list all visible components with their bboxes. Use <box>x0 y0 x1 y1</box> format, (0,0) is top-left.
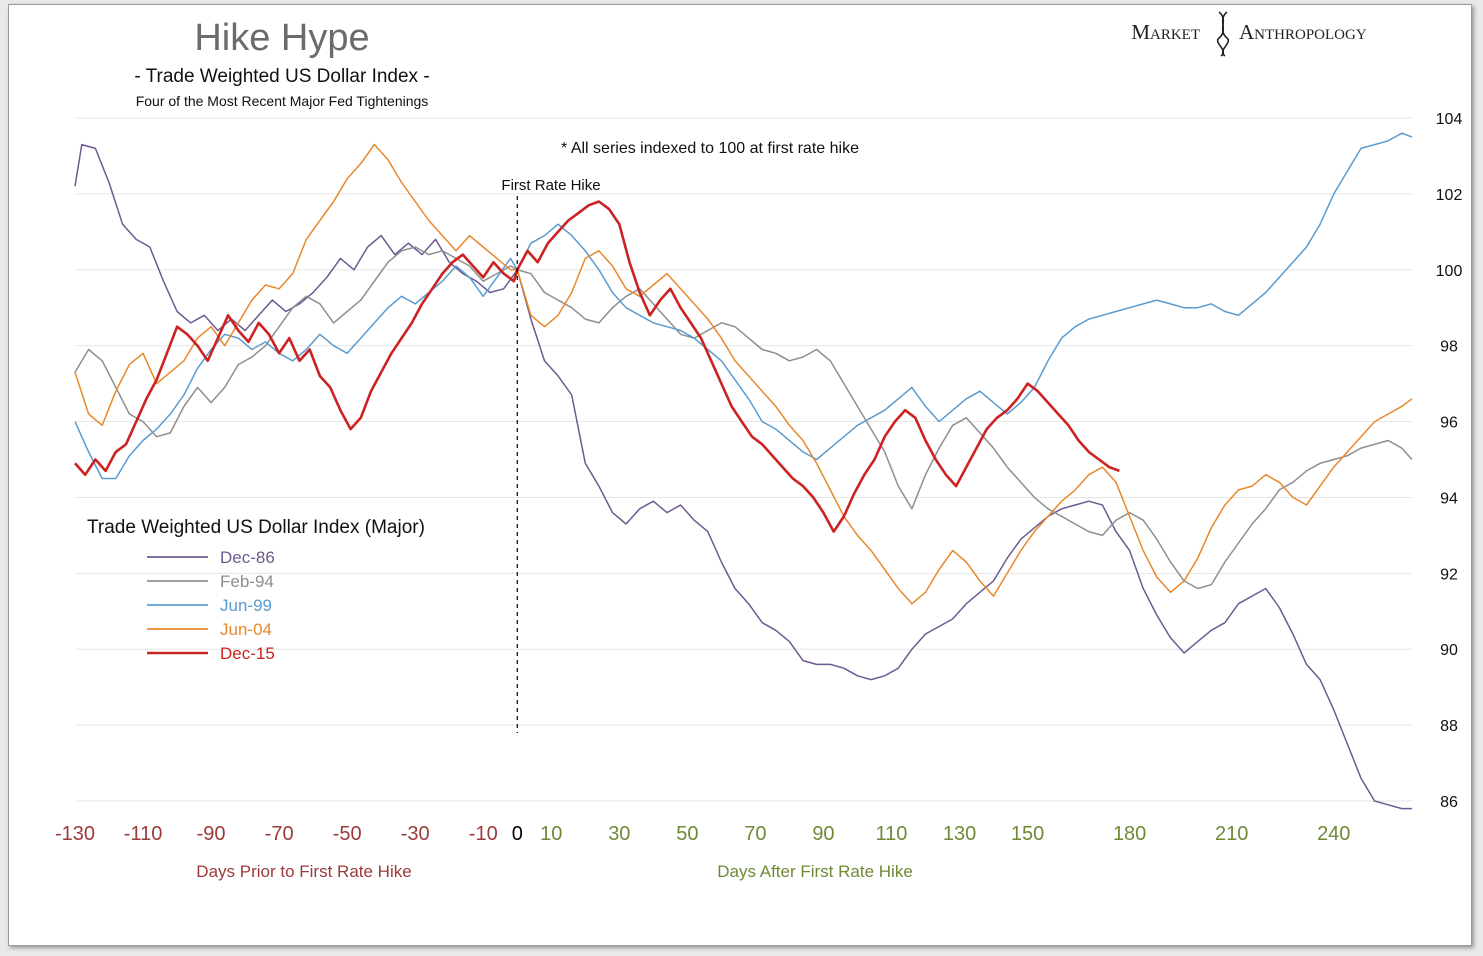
x-tick-label: 240 <box>1317 823 1350 845</box>
series-line-jun-04 <box>74 143 1413 605</box>
x-tick-label: 90 <box>812 823 834 845</box>
chart-subtitle-2: Four of the Most Recent Major Fed Tighte… <box>136 93 429 109</box>
y-axis-ticks: 86 88 90 92 94 96 98 100 102 104 <box>1436 111 1463 811</box>
grid-lines <box>75 117 1412 802</box>
legend: Trade Weighted US Dollar Index (Major) D… <box>87 517 425 663</box>
x-tick-label: 180 <box>1113 823 1146 845</box>
chart-frame <box>8 4 1472 946</box>
first-rate-hike-label: First Rate Hike <box>501 177 600 194</box>
x-tick-label: 70 <box>744 823 766 845</box>
series-line-jun-99 <box>74 132 1413 480</box>
chart-note: * All series indexed to 100 at first rat… <box>561 140 859 157</box>
brand-logo: Market Anthropology <box>1131 11 1367 57</box>
y-tick-label: 88 <box>1440 718 1458 735</box>
dna-helix-icon <box>1216 11 1230 57</box>
series-line-dec-86 <box>74 143 1412 810</box>
y-tick-label: 104 <box>1436 111 1463 128</box>
x-tick-label: -130 <box>55 823 95 845</box>
legend-label: Jun-99 <box>220 596 272 615</box>
y-tick-label: 90 <box>1440 642 1458 659</box>
series-layer <box>74 132 1413 810</box>
chart-title: Hike Hype <box>194 17 369 59</box>
x-tick-label: 30 <box>608 823 630 845</box>
series-line-feb-94 <box>74 246 1413 590</box>
x-axis-ticks: -130 -110 -90 -70 -50 -30 -10 0 10 30 50 70 90 110 130… <box>55 823 1350 845</box>
x-tick-label: -70 <box>265 823 294 845</box>
x-tick-label: 0 <box>512 823 523 845</box>
y-tick-label: 96 <box>1440 415 1458 432</box>
x-tick-label: -90 <box>197 823 226 845</box>
x-tick-label: -10 <box>469 823 498 845</box>
legend-label: Dec-86 <box>220 548 275 567</box>
x-tick-label: 10 <box>540 823 562 845</box>
y-tick-label: 94 <box>1440 490 1458 507</box>
y-tick-label: 100 <box>1436 263 1463 280</box>
x-label-after: Days After First Rate Hike <box>717 862 913 881</box>
x-label-prior: Days Prior to First Rate Hike <box>196 862 411 881</box>
y-tick-label: 92 <box>1440 566 1458 583</box>
brand-left: Market <box>1131 20 1200 44</box>
x-tick-label: 110 <box>876 823 908 845</box>
x-tick-label: -50 <box>333 823 362 845</box>
brand-right: Anthropology <box>1239 20 1367 44</box>
series-line-dec-15 <box>74 200 1120 533</box>
x-tick-label: -30 <box>401 823 430 845</box>
x-tick-label: -110 <box>124 823 163 845</box>
chart-subtitle: - Trade Weighted US Dollar Index - <box>134 66 429 87</box>
legend-label: Feb-94 <box>220 572 274 591</box>
y-tick-label: 86 <box>1440 794 1458 811</box>
legend-label: Jun-04 <box>220 620 272 639</box>
y-tick-label: 102 <box>1436 187 1463 204</box>
x-tick-label: 150 <box>1011 823 1044 845</box>
y-tick-label: 98 <box>1440 339 1458 356</box>
legend-title: Trade Weighted US Dollar Index (Major) <box>87 517 425 538</box>
legend-label: Dec-15 <box>220 644 275 663</box>
x-tick-label: 50 <box>676 823 698 845</box>
x-tick-label: 130 <box>943 823 976 845</box>
x-tick-label: 210 <box>1215 823 1248 845</box>
